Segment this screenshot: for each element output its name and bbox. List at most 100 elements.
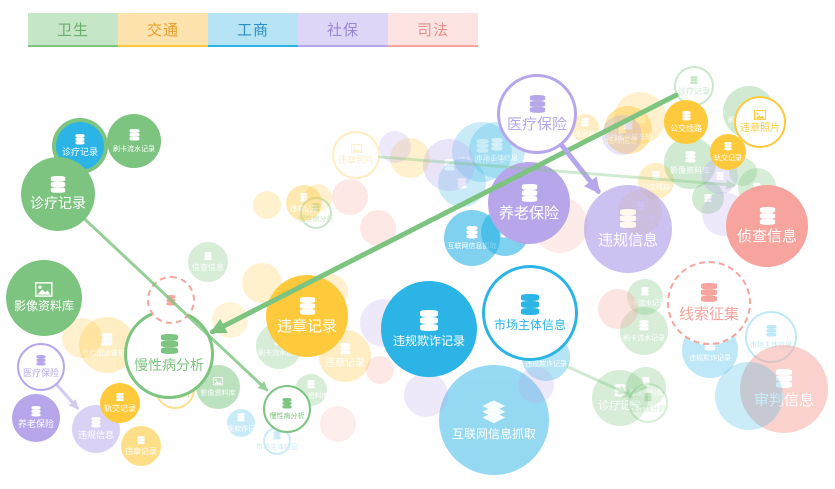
bubble-node[interactable]: 违章照片 [734, 96, 786, 148]
legend-transport[interactable]: 交通 [118, 13, 208, 47]
database-icon [75, 133, 85, 145]
legend-commerce-label: 工商 [236, 20, 269, 39]
bubble-node[interactable] [692, 182, 724, 214]
bubble-node[interactable]: 公交线路 [664, 100, 708, 144]
database-icon [129, 129, 139, 141]
bubble-label: 危险品运输车辆 [603, 132, 653, 141]
bubble-node[interactable]: 市场主体信息 [256, 427, 298, 455]
bubble-label: 违章记录 [125, 447, 157, 457]
bubble-node[interactable]: 违规信息 [584, 185, 672, 273]
bubble-label: 轨交记录 [104, 404, 136, 414]
bubble-label: 违规欺诈记录 [220, 424, 262, 433]
bubble-node[interactable]: 违章记录 [121, 426, 161, 466]
bubble-node[interactable]: 违规信息 [602, 115, 642, 155]
bubble-label: 刷卡流水记录 [113, 144, 155, 153]
bubble-node[interactable]: 慢性病分析 [124, 309, 214, 399]
database-icon [690, 75, 698, 84]
database-icon [521, 293, 539, 315]
bubble-node[interactable]: 信查信息 [188, 242, 228, 282]
bubble-node[interactable]: 养老保险 [12, 394, 60, 442]
bubble-node[interactable] [404, 373, 448, 417]
bubble-node[interactable]: 医疗保险 [17, 343, 65, 391]
bubble-node[interactable]: 互联网信息抓取 [439, 365, 549, 475]
bubble-node[interactable]: 刷卡流水记录 [107, 114, 161, 168]
bubble-label: 诊疗记录 [61, 147, 98, 158]
bubble-node[interactable]: 线索征集 [667, 261, 751, 345]
flow-arrow [83, 217, 269, 392]
bubble-node[interactable] [379, 131, 411, 163]
database-icon [685, 150, 695, 163]
bubble-label: 市场主体信息 [476, 154, 518, 163]
bubble-node[interactable] [598, 289, 638, 329]
bubble-node[interactable]: 轨交记录 [100, 383, 140, 423]
bubble-node[interactable]: 医疗保险 [497, 74, 577, 154]
flow-arrow [209, 92, 679, 335]
image-icon [35, 282, 53, 297]
database-icon [237, 413, 245, 422]
bubble-node[interactable]: 诊疗记录 [21, 157, 95, 231]
bubble-node[interactable]: 慢性病分析 [628, 383, 668, 423]
legend-health-label: 卫生 [56, 20, 89, 39]
bubble-label: 违规信息 [606, 136, 638, 146]
database-icon [775, 368, 793, 388]
database-icon [282, 397, 292, 409]
bubble-label: 市场主体信息 [493, 317, 566, 332]
bubble-label: 诊疗记录 [30, 196, 86, 213]
bubble-node[interactable]: 刷卡流水记录 [624, 279, 666, 315]
bubble-label: 违章照片 [740, 122, 780, 134]
legend-justice[interactable]: 司法 [388, 13, 478, 47]
bubble-label: 违规信息 [597, 230, 658, 249]
legend-commerce[interactable]: 工商 [208, 13, 298, 47]
bubble-label: 影像资料库 [293, 391, 329, 400]
database-icon [307, 380, 315, 389]
bubble-node[interactable]: 违规欺诈记录 [381, 281, 477, 377]
bubble-node[interactable]: 审判信息 [740, 345, 828, 433]
bubble-label: 危险品运输车辆 [82, 349, 132, 358]
database-icon [160, 334, 178, 354]
bubble-node[interactable]: 慢性病分析 [299, 197, 334, 229]
bubble-node[interactable] [390, 138, 430, 178]
database-icon [444, 158, 454, 171]
bubble-node[interactable]: 违章记录 [286, 185, 322, 221]
database-icon [644, 393, 652, 402]
bubble-node[interactable]: 市场主体信息 [482, 265, 578, 361]
layers-icon [482, 400, 506, 424]
database-icon [137, 435, 145, 444]
bubble-label: 违章照片 [337, 156, 374, 166]
database-icon [204, 251, 212, 260]
database-icon [91, 416, 101, 428]
database-icon [491, 137, 503, 151]
database-icon [681, 110, 691, 121]
legend-health[interactable]: 卫生 [28, 13, 118, 47]
bubble-node[interactable] [366, 356, 394, 384]
bubble-node[interactable]: 诊疗记录 [674, 66, 714, 106]
bubble-node[interactable] [423, 139, 475, 191]
bubble-node[interactable] [253, 191, 281, 219]
bubble-node[interactable] [332, 179, 368, 215]
bubble-node[interactable]: 影像资料库 [664, 137, 716, 189]
bubble-label: 审判信息 [753, 390, 814, 409]
image-icon [350, 143, 362, 153]
bubble-label: 诊疗记录 [678, 87, 710, 97]
bubble-label: 互联网信息抓取 [447, 242, 497, 251]
database-icon [759, 206, 775, 225]
bubble-node[interactable] [518, 367, 554, 403]
bubble-node[interactable]: 违章照片 [332, 131, 380, 179]
bubble-label: 违章记录 [325, 357, 365, 369]
bubble-node[interactable] [320, 406, 356, 442]
bubble-node[interactable]: 影像资料库 [6, 260, 82, 336]
bubble-node[interactable] [715, 362, 783, 430]
bubble-node[interactable]: 刷卡流水记录 [620, 307, 668, 355]
bubble-node[interactable]: 养老保险 [488, 162, 570, 244]
legend-social[interactable]: 社保 [298, 13, 388, 47]
bubble-node[interactable]: 轨交记录 [710, 134, 746, 170]
bubble-node[interactable]: 慢性病分析 [263, 385, 311, 433]
bubble-node[interactable]: 侦查信息 [726, 185, 808, 267]
bubble-label: 影像资料库 [200, 388, 236, 397]
flow-arrow [55, 383, 79, 410]
database-icon [300, 193, 308, 202]
bubble-node[interactable]: 违章记录 [266, 275, 348, 357]
bubble-node[interactable]: 违规欺诈记录 [220, 409, 262, 437]
bubble-label: 轨交记录 [714, 153, 742, 162]
